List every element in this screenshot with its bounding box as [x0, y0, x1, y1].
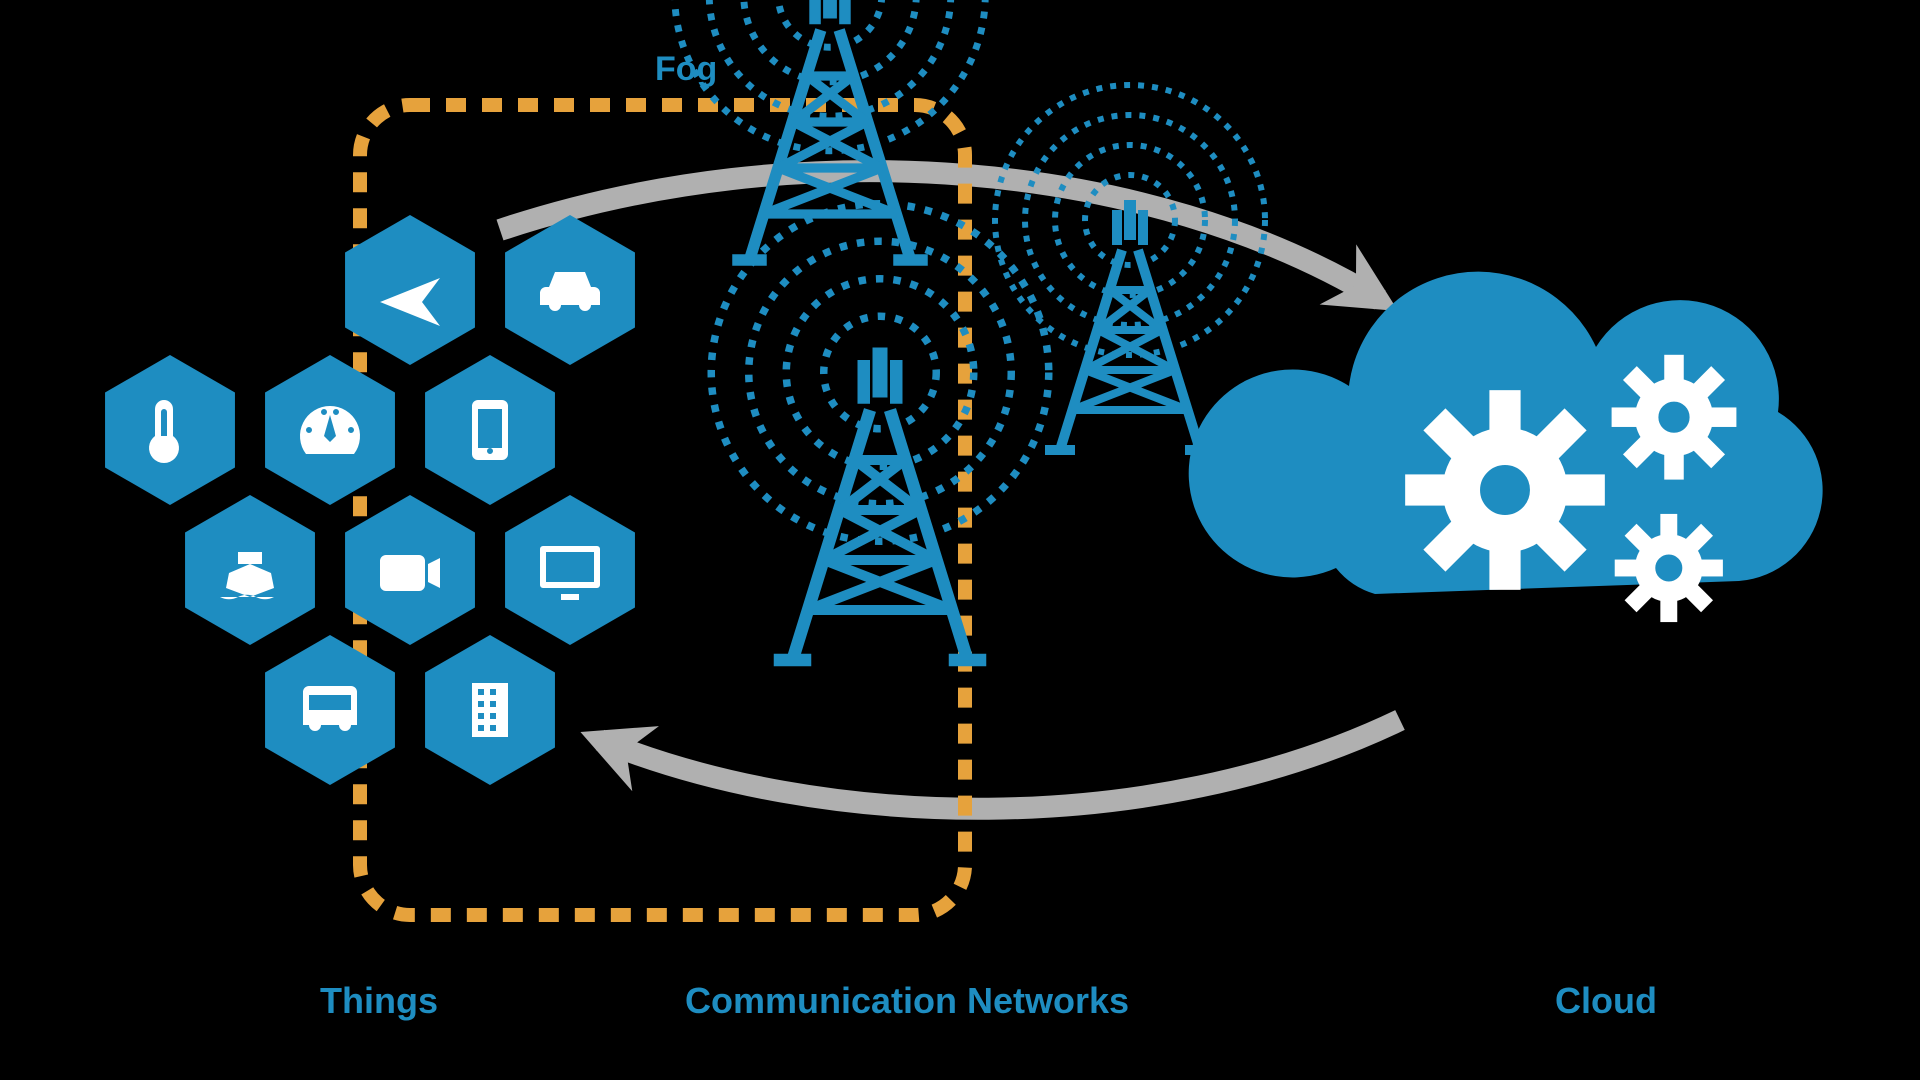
- airplane-hex: [345, 215, 475, 365]
- thermometer-hex: [105, 355, 235, 505]
- cell-tower-1: [675, 0, 986, 260]
- gauge-hex: [265, 355, 395, 505]
- phone-hex: [425, 355, 555, 505]
- ship-hex: [185, 495, 315, 645]
- diagram-stage: Fog Things Communication Networks Cloud: [0, 0, 1920, 1080]
- arrow-from-cloud: [600, 720, 1400, 809]
- cloud-group: [1189, 272, 1823, 622]
- bus-hex: [265, 635, 395, 785]
- car-hex: [505, 215, 635, 365]
- things-hex-cluster: [105, 215, 635, 785]
- cell-tower-3: [711, 204, 1049, 660]
- monitor-hex: [505, 495, 635, 645]
- building-hex: [425, 635, 555, 785]
- building-icon: [472, 683, 508, 737]
- diagram-svg: [0, 0, 1920, 1080]
